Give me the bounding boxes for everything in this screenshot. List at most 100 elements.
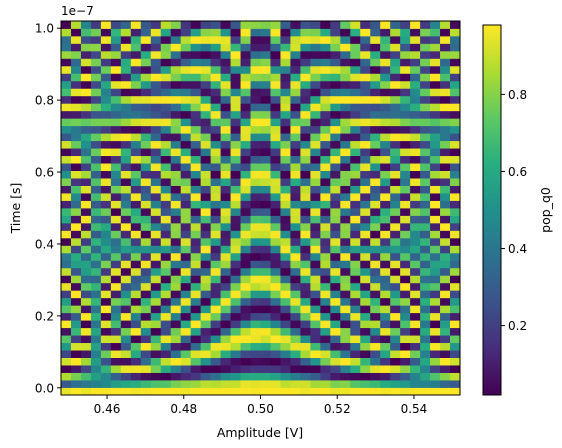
heatmap-cell bbox=[380, 387, 391, 396]
heatmap-cell bbox=[220, 222, 231, 231]
heatmap-cell bbox=[430, 133, 441, 142]
heatmap-cell bbox=[330, 387, 341, 396]
heatmap-cell bbox=[110, 200, 122, 209]
heatmap-cell bbox=[450, 88, 461, 97]
heatmap-cell bbox=[240, 365, 251, 373]
heatmap-cell bbox=[61, 372, 72, 381]
heatmap-cell bbox=[120, 110, 132, 119]
heatmap-cell bbox=[310, 155, 321, 164]
heatmap-cell bbox=[61, 21, 72, 29]
heatmap-cell bbox=[280, 357, 291, 366]
heatmap-cell bbox=[80, 35, 92, 44]
heatmap-cell bbox=[360, 170, 371, 179]
heatmap-cell bbox=[390, 193, 401, 201]
heatmap-cell bbox=[240, 222, 251, 231]
heatmap-cell bbox=[130, 372, 142, 381]
heatmap-cell bbox=[190, 88, 202, 97]
heatmap-cell bbox=[300, 88, 311, 97]
heatmap-cell bbox=[140, 230, 152, 239]
heatmap-cell bbox=[150, 200, 162, 209]
heatmap-cell bbox=[110, 267, 122, 276]
heatmap-cell bbox=[120, 80, 132, 89]
heatmap-cell bbox=[410, 50, 421, 59]
heatmap-cell bbox=[270, 252, 281, 261]
heatmap-cell bbox=[130, 350, 142, 358]
heatmap-cell bbox=[410, 312, 421, 321]
heatmap-cell bbox=[100, 372, 112, 381]
heatmap-cell bbox=[140, 163, 152, 171]
heatmap-cell bbox=[230, 245, 241, 254]
heatmap-cell bbox=[120, 230, 132, 239]
heatmap-cell bbox=[400, 80, 411, 89]
heatmap-cell bbox=[390, 365, 401, 373]
heatmap-cell bbox=[440, 222, 451, 231]
heatmap-cell bbox=[140, 260, 152, 269]
heatmap-cell bbox=[430, 118, 441, 127]
heatmap-cell bbox=[80, 133, 92, 142]
heatmap-cell bbox=[410, 350, 421, 358]
heatmap-cell bbox=[240, 387, 251, 396]
heatmap-cell bbox=[240, 230, 251, 239]
heatmap-cell bbox=[340, 193, 351, 201]
heatmap-cell bbox=[70, 275, 82, 284]
y-axis: 0.00.20.40.60.81.0 bbox=[35, 22, 61, 395]
heatmap-cell bbox=[230, 178, 241, 186]
heatmap-cell bbox=[220, 163, 231, 171]
heatmap-cell bbox=[340, 275, 351, 284]
heatmap-cell bbox=[110, 133, 122, 142]
heatmap-cell bbox=[340, 21, 351, 29]
heatmap-cell bbox=[140, 237, 152, 246]
heatmap-cell bbox=[350, 215, 361, 224]
heatmap-cell bbox=[420, 290, 431, 299]
heatmap-cell bbox=[90, 387, 102, 396]
heatmap-cell bbox=[280, 365, 291, 373]
heatmap-cell bbox=[150, 193, 162, 201]
heatmap-cell bbox=[200, 95, 212, 104]
heatmap-cell bbox=[440, 21, 451, 29]
heatmap-cell bbox=[310, 282, 321, 291]
heatmap-cell bbox=[260, 350, 271, 358]
heatmap-cell bbox=[150, 133, 162, 142]
heatmap-cell bbox=[280, 245, 291, 254]
heatmap-cell bbox=[190, 260, 202, 269]
heatmap-cell bbox=[320, 95, 331, 104]
heatmap-cell bbox=[290, 387, 301, 396]
heatmap-cell bbox=[340, 305, 351, 314]
heatmap-cell bbox=[400, 110, 411, 119]
heatmap-cell bbox=[210, 43, 221, 52]
heatmap-cell bbox=[400, 275, 411, 284]
heatmap-cell bbox=[360, 230, 371, 239]
heatmap-cell bbox=[430, 58, 441, 67]
heatmap-cell bbox=[210, 305, 221, 314]
heatmap-cell bbox=[270, 170, 281, 179]
heatmap-cell bbox=[120, 208, 132, 216]
heatmap-cell bbox=[450, 35, 461, 44]
heatmap-cell bbox=[120, 163, 132, 171]
heatmap-cell bbox=[150, 320, 162, 329]
heatmap-cell bbox=[360, 148, 371, 157]
heatmap-cell bbox=[270, 387, 281, 396]
heatmap-cell bbox=[180, 110, 192, 119]
heatmap-cell bbox=[300, 350, 311, 358]
heatmap-cell bbox=[110, 245, 122, 254]
heatmap-cell bbox=[320, 208, 331, 216]
heatmap-cell bbox=[370, 193, 381, 201]
heatmap-cell bbox=[150, 312, 162, 321]
heatmap-cell bbox=[110, 282, 122, 291]
heatmap-cell bbox=[430, 297, 441, 306]
heatmap-cell bbox=[70, 230, 82, 239]
heatmap-cell bbox=[290, 21, 301, 29]
heatmap-cell bbox=[390, 320, 401, 329]
heatmap-cell bbox=[240, 193, 251, 201]
heatmap-cell bbox=[90, 65, 102, 74]
heatmap-cell bbox=[420, 50, 431, 59]
heatmap-cell bbox=[300, 252, 311, 261]
heatmap-cell bbox=[380, 312, 391, 321]
heatmap-cell bbox=[100, 215, 112, 224]
heatmap-cell bbox=[270, 163, 281, 171]
heatmap-cell bbox=[120, 118, 132, 127]
heatmap-cell bbox=[360, 88, 371, 97]
heatmap-cell bbox=[170, 342, 182, 351]
heatmap-cell bbox=[390, 118, 401, 127]
heatmap-cell bbox=[90, 327, 102, 336]
